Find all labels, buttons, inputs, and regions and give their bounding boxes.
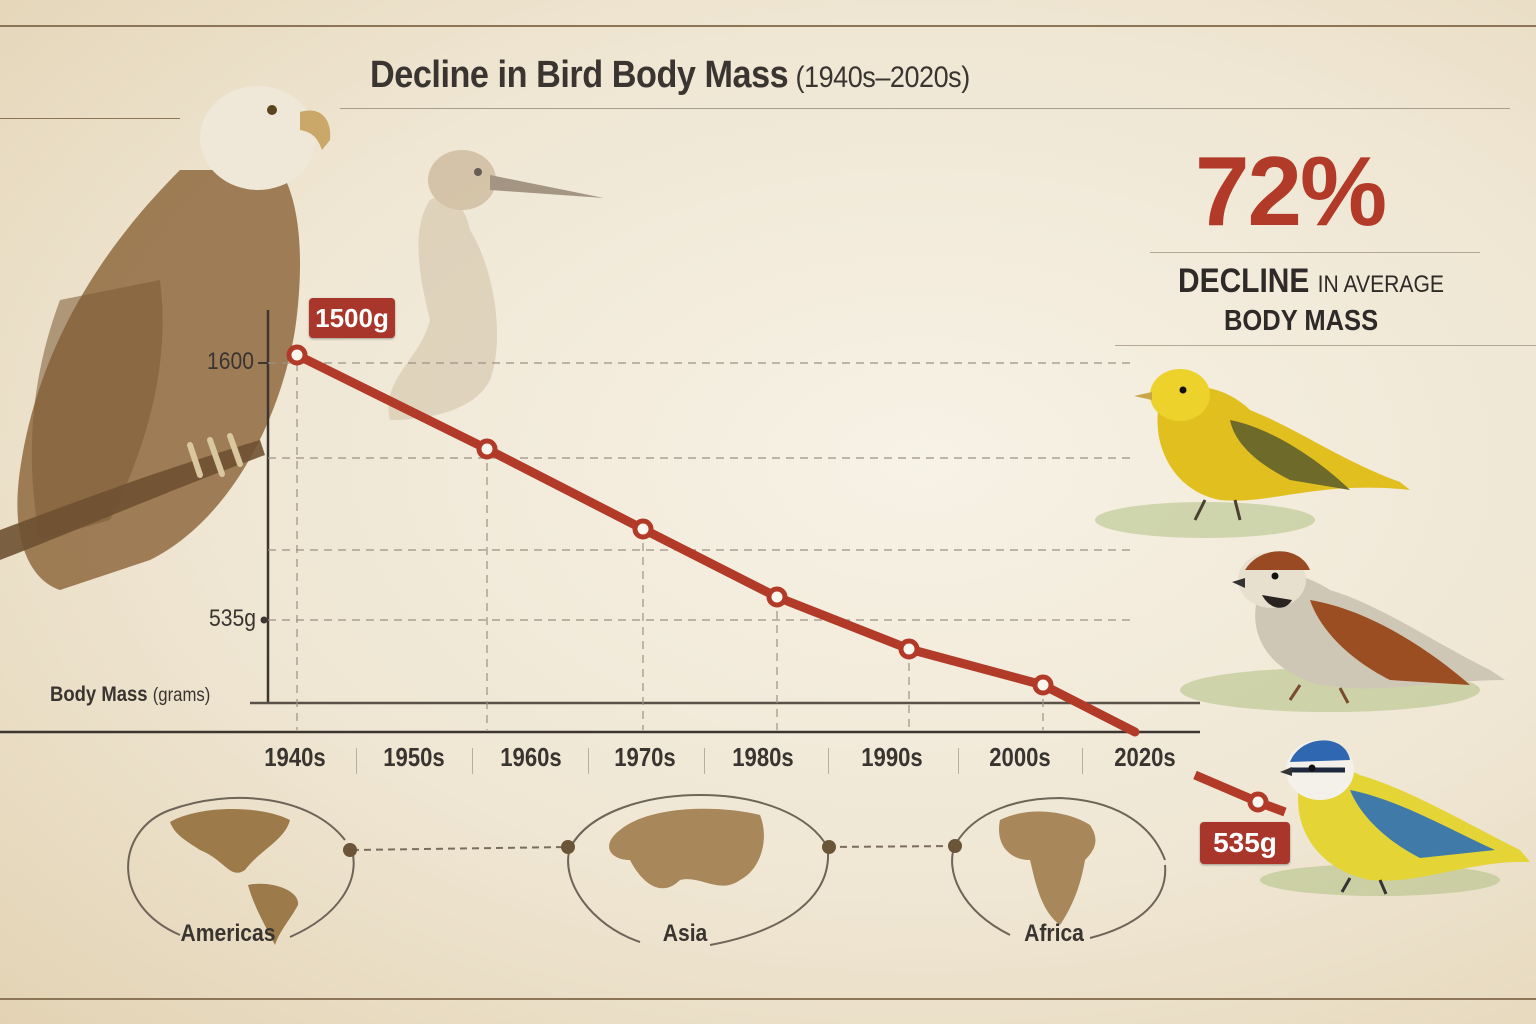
x-tick-1990s: 1990s [861, 742, 923, 772]
region-label-africa: Africa [1024, 920, 1084, 947]
x-tick-separator [828, 748, 829, 774]
y-axis-label: Body Mass (grams) [50, 683, 210, 707]
x-tick-1980s: 1980s [732, 742, 794, 772]
title-subtitle: (1940s–2020s) [795, 61, 970, 94]
y-tick-535g: 535g [209, 605, 256, 632]
decline-caption-line2: BODY MASS [1224, 305, 1379, 337]
region-connectors [343, 839, 962, 857]
region-americas-map [127, 797, 355, 945]
x-tick-separator [958, 748, 959, 774]
region-label-americas: Americas [180, 920, 276, 947]
x-tick-separator [704, 748, 705, 774]
waterbird-illustration [388, 150, 604, 420]
top-border-rule [0, 25, 1536, 27]
region-asia-map [567, 793, 830, 946]
stat-divider-top [1150, 252, 1480, 253]
x-tick-2020s: 2020s [1114, 742, 1176, 772]
x-tick-1960s: 1960s [500, 742, 562, 772]
yellow-warbler-illustration [1095, 369, 1410, 538]
decline-percentage: 72% [1195, 136, 1387, 246]
x-tick-separator [588, 748, 589, 774]
x-tick-1940s: 1940s [264, 742, 326, 772]
data-line-tail [1193, 770, 1287, 817]
eagle-illustration [0, 86, 331, 590]
house-sparrow-illustration [1180, 551, 1505, 712]
data-points [286, 344, 1269, 813]
region-africa-map [951, 796, 1167, 939]
y-axis-label-unit: (grams) [152, 685, 211, 706]
chart-title: Decline in Bird Body Mass (1940s–2020s) [370, 54, 970, 97]
grid-lines [268, 362, 1130, 730]
x-tick-2000s: 2000s [989, 742, 1051, 772]
stat-divider-bottom [1115, 345, 1536, 346]
y-axis-label-main: Body Mass [50, 683, 148, 706]
bottom-border-rule [0, 998, 1536, 1000]
x-tick-1970s: 1970s [614, 742, 676, 772]
region-label-asia: Asia [662, 920, 708, 947]
y-tick-1600: 1600 [207, 348, 254, 375]
start-value-badge: 1500g [309, 298, 395, 338]
x-tick-separator [1082, 748, 1083, 774]
blue-tit-illustration [1260, 740, 1530, 896]
x-tick-separator [472, 748, 473, 774]
title-main: Decline in Bird Body Mass [370, 54, 789, 96]
x-tick-separator [356, 748, 357, 774]
end-value-badge: 535g [1200, 822, 1290, 864]
decline-caption-bold: DECLINE [1178, 262, 1310, 300]
decline-caption-rest: IN AVERAGE [1317, 271, 1445, 298]
left-accent-rule [0, 118, 180, 119]
title-underline [340, 108, 1510, 109]
decline-caption-line1: DECLINE IN AVERAGE [1178, 262, 1444, 301]
x-tick-1950s: 1950s [383, 742, 445, 772]
